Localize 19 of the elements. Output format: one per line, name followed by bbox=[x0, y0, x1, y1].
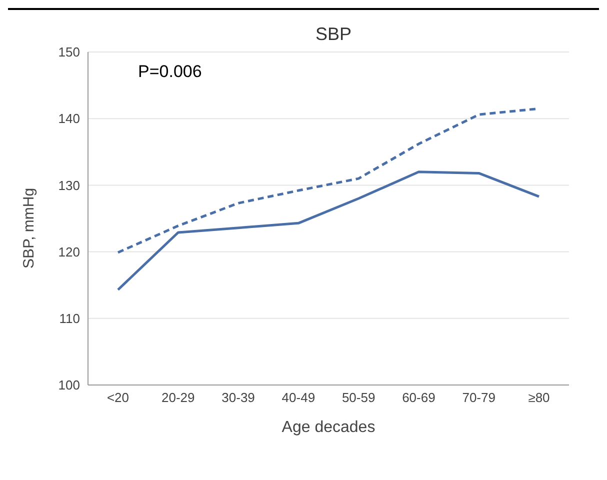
x-tick-label: 30-39 bbox=[222, 390, 255, 406]
x-axis-title: Age decades bbox=[282, 419, 376, 436]
y-tick-label: 100 bbox=[58, 378, 80, 393]
y-tick-label: 130 bbox=[58, 178, 80, 193]
annotation: P=0.006 bbox=[138, 62, 202, 82]
y-tick-label: 150 bbox=[58, 44, 80, 60]
y-tick-label: 140 bbox=[58, 111, 80, 126]
x-tick-label: 20-29 bbox=[162, 390, 195, 406]
x-tick-label: <20 bbox=[106, 390, 130, 406]
line-series bbox=[116, 170, 540, 292]
x-tick-label: ≥80 bbox=[528, 390, 550, 406]
x-tick-label: 60-69 bbox=[402, 390, 436, 406]
x-tick-label: 70-79 bbox=[462, 390, 496, 406]
x-tick-label: 50-59 bbox=[342, 390, 376, 406]
x-tick-label: 40-49 bbox=[282, 390, 316, 406]
y-tick-label: 110 bbox=[59, 311, 80, 326]
y-axis-title: SBP, mmHg bbox=[20, 188, 38, 268]
y-tick-label: 120 bbox=[58, 244, 80, 260]
chart-title: SBP bbox=[314, 24, 353, 45]
